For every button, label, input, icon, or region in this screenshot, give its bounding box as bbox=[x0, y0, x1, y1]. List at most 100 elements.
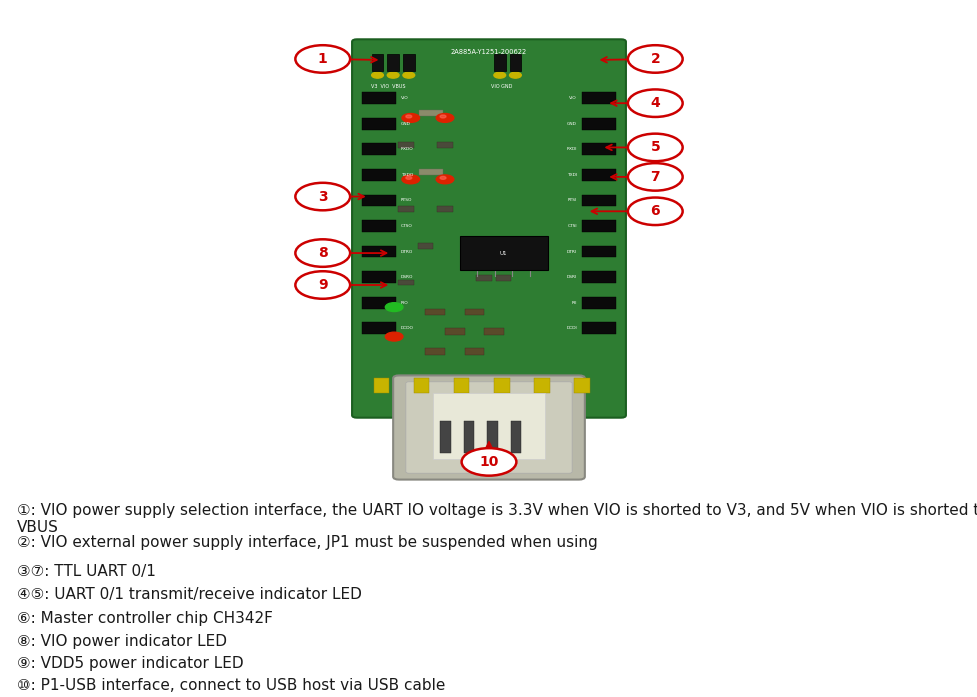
Circle shape bbox=[371, 72, 383, 78]
Bar bbox=[464, 309, 484, 316]
Bar bbox=[361, 220, 396, 232]
Text: ⑥: Master controller chip CH342F: ⑥: Master controller chip CH342F bbox=[17, 611, 273, 626]
Bar bbox=[476, 275, 491, 281]
Bar bbox=[413, 378, 429, 393]
Bar bbox=[371, 54, 383, 71]
Bar bbox=[361, 118, 396, 130]
Text: ②: VIO external power supply interface, JP1 must be suspended when using: ②: VIO external power supply interface, … bbox=[17, 535, 597, 550]
Circle shape bbox=[402, 175, 419, 184]
FancyBboxPatch shape bbox=[393, 376, 584, 480]
Text: TXDI: TXDI bbox=[567, 173, 576, 177]
Text: 2: 2 bbox=[650, 52, 659, 66]
Text: V3  VIO  VBUS: V3 VIO VBUS bbox=[370, 84, 405, 89]
Bar bbox=[581, 93, 616, 104]
Text: RII: RII bbox=[571, 300, 576, 305]
Text: ①: VIO power supply selection interface, the UART IO voltage is 3.3V when VIO is: ①: VIO power supply selection interface,… bbox=[17, 503, 977, 535]
Circle shape bbox=[509, 72, 521, 78]
Circle shape bbox=[385, 332, 403, 341]
Bar bbox=[464, 348, 484, 355]
Text: CTSO: CTSO bbox=[401, 224, 412, 228]
Text: ⑩: P1-USB interface, connect to USB host via USB cable: ⑩: P1-USB interface, connect to USB host… bbox=[17, 677, 445, 693]
Bar bbox=[581, 297, 616, 309]
Text: VIO GND: VIO GND bbox=[490, 84, 512, 89]
Bar bbox=[493, 378, 509, 393]
Bar bbox=[581, 271, 616, 283]
Circle shape bbox=[405, 115, 411, 118]
Bar bbox=[484, 328, 503, 335]
Circle shape bbox=[385, 302, 403, 312]
Bar bbox=[581, 220, 616, 232]
Circle shape bbox=[627, 134, 682, 161]
Bar bbox=[417, 243, 433, 249]
Text: 8: 8 bbox=[318, 246, 327, 260]
Text: DCDO: DCDO bbox=[401, 326, 413, 330]
Text: ④⑤: UART 0/1 transmit/receive indicator LED: ④⑤: UART 0/1 transmit/receive indicator … bbox=[17, 588, 361, 602]
Text: 2A885A-Y1251-200622: 2A885A-Y1251-200622 bbox=[450, 49, 527, 55]
Bar bbox=[445, 328, 464, 335]
Text: U1: U1 bbox=[499, 250, 507, 256]
Bar bbox=[573, 378, 589, 393]
Bar bbox=[361, 271, 396, 283]
Text: 10: 10 bbox=[479, 455, 498, 469]
Circle shape bbox=[627, 197, 682, 225]
Text: DTRI: DTRI bbox=[567, 250, 576, 254]
Bar bbox=[361, 144, 396, 155]
Bar bbox=[437, 142, 452, 148]
Text: 1: 1 bbox=[318, 52, 327, 66]
Text: DTRO: DTRO bbox=[401, 250, 413, 254]
Bar bbox=[453, 378, 469, 393]
Circle shape bbox=[627, 89, 682, 117]
Bar bbox=[361, 194, 396, 206]
Text: TXDO: TXDO bbox=[401, 173, 413, 177]
Bar bbox=[361, 169, 396, 181]
Text: 5: 5 bbox=[650, 140, 659, 155]
Text: VIO: VIO bbox=[569, 96, 576, 100]
Text: DCDI: DCDI bbox=[566, 326, 576, 330]
Bar bbox=[398, 142, 413, 148]
Bar bbox=[440, 421, 450, 453]
Bar bbox=[581, 118, 616, 130]
FancyBboxPatch shape bbox=[352, 39, 625, 418]
Circle shape bbox=[440, 115, 446, 118]
Circle shape bbox=[405, 176, 411, 179]
Circle shape bbox=[461, 448, 516, 475]
Text: RXDI: RXDI bbox=[566, 147, 576, 151]
Circle shape bbox=[295, 45, 350, 72]
Text: CTSI: CTSI bbox=[567, 224, 576, 228]
Circle shape bbox=[493, 72, 505, 78]
Text: RTSO: RTSO bbox=[401, 199, 412, 203]
Bar bbox=[361, 93, 396, 104]
Circle shape bbox=[402, 114, 419, 123]
Bar bbox=[361, 245, 396, 257]
Bar bbox=[581, 194, 616, 206]
Bar bbox=[510, 421, 521, 453]
Bar bbox=[509, 54, 521, 71]
Bar bbox=[493, 54, 505, 71]
Bar bbox=[425, 309, 445, 316]
Bar bbox=[533, 378, 549, 393]
Circle shape bbox=[295, 183, 350, 210]
Bar bbox=[581, 245, 616, 257]
Bar bbox=[459, 236, 547, 270]
Text: RTSI: RTSI bbox=[568, 199, 576, 203]
Text: ⑧: VIO power indicator LED: ⑧: VIO power indicator LED bbox=[17, 634, 227, 649]
Circle shape bbox=[387, 72, 399, 78]
Bar bbox=[398, 279, 413, 286]
Text: ③⑦: TTL UART 0/1: ③⑦: TTL UART 0/1 bbox=[17, 565, 155, 579]
Circle shape bbox=[295, 271, 350, 299]
Text: RXDO: RXDO bbox=[401, 147, 413, 151]
Bar bbox=[418, 110, 443, 116]
Text: ⑨: VDD5 power indicator LED: ⑨: VDD5 power indicator LED bbox=[17, 656, 243, 671]
Text: DSRO: DSRO bbox=[401, 275, 413, 279]
Bar bbox=[361, 297, 396, 309]
Text: 7: 7 bbox=[650, 170, 659, 184]
Text: 4: 4 bbox=[650, 96, 659, 110]
FancyBboxPatch shape bbox=[405, 382, 572, 473]
Circle shape bbox=[436, 114, 453, 123]
Text: VIO: VIO bbox=[401, 96, 408, 100]
Circle shape bbox=[627, 45, 682, 72]
Bar bbox=[425, 348, 445, 355]
Bar bbox=[581, 322, 616, 334]
Bar bbox=[398, 206, 413, 212]
Bar bbox=[433, 393, 544, 459]
